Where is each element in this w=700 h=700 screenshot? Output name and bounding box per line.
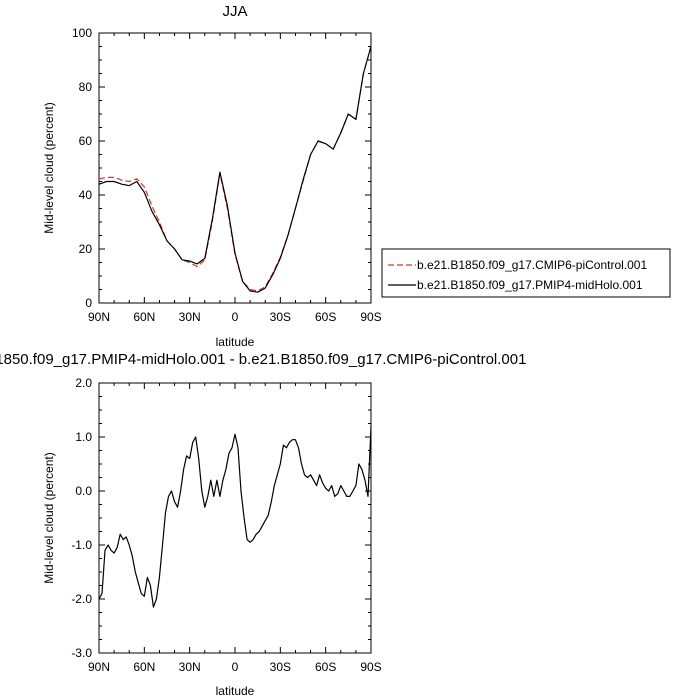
- top-y-tick-label: 60: [79, 134, 93, 148]
- bottom-panel: b.e21.B1850.f09_g17.PMIP4-midHolo.001 - …: [0, 351, 526, 698]
- top-x-tick-label: 90N: [88, 310, 110, 324]
- bottom-y-tick-label: -3.0: [71, 646, 92, 660]
- top-x-tick-label: 90S: [360, 310, 381, 324]
- top-x-tick-label: 60N: [133, 310, 155, 324]
- top-y-tick-label: 40: [79, 188, 93, 202]
- top-y-tick-label: 20: [79, 242, 93, 256]
- top-x-tick-label: 0: [232, 310, 239, 324]
- top-x-tick-label: 30N: [179, 310, 201, 324]
- bottom-plot-area: 90N 60N 30N 0 30S 60S 90S -3.0 -2.0 -1.0 0.0 1.0 2.0: [71, 376, 381, 674]
- top-y-axis-label: Mid-level cloud (percent): [42, 102, 56, 233]
- top-x-tick-label: 60S: [315, 310, 336, 324]
- top-plot-frame: [98, 32, 372, 304]
- top-y-tick-label: 0: [85, 296, 92, 310]
- top-x-tick-label: 30S: [270, 310, 291, 324]
- top-plot-area: 90N 60N 30N 0 30S 60S 90S 0 20 40 60 80 100: [72, 26, 382, 324]
- bottom-y-tick-label: -2.0: [71, 592, 92, 606]
- top-x-axis-label: latitude: [216, 335, 255, 349]
- bottom-chart-title: b.e21.B1850.f09_g17.PMIP4-midHolo.001 - …: [0, 351, 526, 368]
- bottom-series-line-0: [98, 426, 372, 608]
- bottom-y-tick-label: 2.0: [75, 376, 92, 390]
- legend-entry-label: b.e21.B1850.f09_g17.CMIP6-piControl.001: [417, 258, 647, 272]
- bottom-x-tick-label: 0: [232, 660, 239, 674]
- bottom-x-tick-label: 90N: [88, 660, 110, 674]
- top-legend: b.e21.B1850.f09_g17.CMIP6-piControl.001b…: [381, 248, 671, 298]
- bottom-x-tick-label: 60N: [133, 660, 155, 674]
- bottom-y-axis-label: Mid-level cloud (percent): [42, 452, 56, 583]
- bottom-x-tick-label: 90S: [360, 660, 381, 674]
- bottom-y-tick-label: 1.0: [75, 430, 92, 444]
- bottom-y-tick-label: -1.0: [71, 538, 92, 552]
- bottom-x-tick-label: 60S: [315, 660, 336, 674]
- legend-box: [381, 248, 671, 298]
- bottom-x-tick-label: 30N: [179, 660, 201, 674]
- bottom-x-tick-label: 30S: [270, 660, 291, 674]
- bottom-y-tick-label: 0.0: [75, 484, 92, 498]
- top-chart-title: JJA: [222, 3, 247, 20]
- top-y-tick-label: 80: [79, 80, 93, 94]
- top-y-tick-label: 100: [72, 26, 92, 40]
- legend-entry-label: b.e21.B1850.f09_g17.PMIP4-midHolo.001: [417, 278, 643, 292]
- bottom-x-axis-label: latitude: [216, 684, 255, 698]
- bottom-plot-frame: [98, 382, 372, 654]
- top-series-line-1: [98, 46, 372, 293]
- top-panel: JJA latitude Mid-level cloud (percent) 9…: [42, 3, 671, 349]
